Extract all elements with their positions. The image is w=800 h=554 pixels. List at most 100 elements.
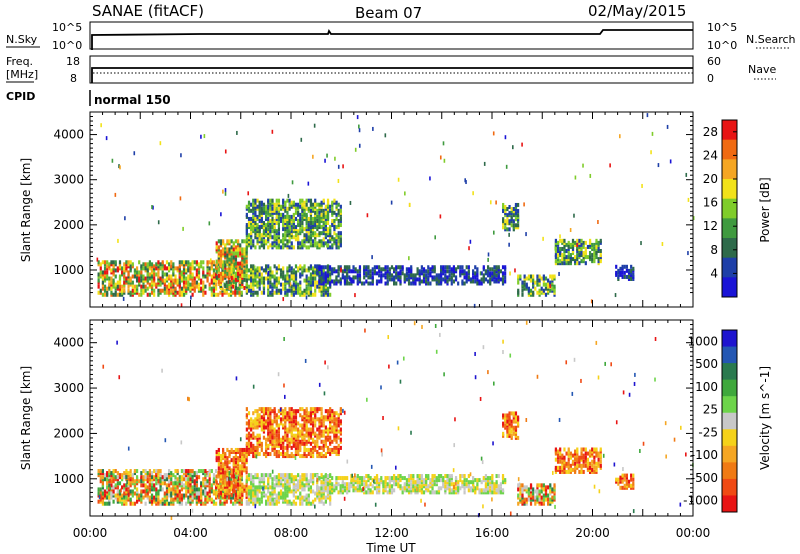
echo-cell: [314, 235, 317, 240]
echo-cell: [260, 491, 263, 496]
echo-cell: [114, 475, 117, 480]
echo-cell: [574, 255, 577, 260]
echo-cell: [326, 479, 330, 484]
scatter-echo: [619, 134, 621, 139]
echo-cell: [239, 452, 242, 457]
echo-cell: [337, 415, 340, 420]
echo-cell: [569, 257, 572, 262]
echo-cell: [360, 476, 364, 481]
scatter-echo: [505, 164, 508, 169]
echo-cell: [314, 237, 317, 242]
echo-cell: [297, 241, 300, 246]
echo-cell: [135, 290, 139, 295]
echo-cell: [397, 275, 400, 280]
echo-cell: [103, 272, 107, 277]
echo-cell: [580, 246, 583, 251]
echo-cell: [286, 473, 289, 478]
echo-cell: [294, 475, 298, 480]
echo-cell: [182, 292, 186, 297]
scatter-echo: [525, 232, 527, 237]
echo-cell: [193, 489, 196, 494]
echo-cell: [288, 419, 291, 424]
echo-cell: [116, 475, 119, 480]
echo-cell: [254, 235, 257, 240]
echo-cell: [320, 292, 323, 297]
echo-cell: [337, 202, 340, 207]
echo-cell: [236, 462, 240, 467]
echo-cell: [297, 447, 300, 452]
echo-cell: [273, 227, 276, 232]
echo-cell: [324, 409, 327, 414]
echo-cell: [504, 275, 507, 280]
echo-cell: [318, 218, 321, 223]
echo-cell: [150, 262, 154, 267]
echo-cell: [290, 288, 293, 293]
echo-cell: [316, 433, 319, 438]
echo-cell: [371, 275, 374, 280]
echo-cell: [363, 476, 366, 481]
echo-cell: [243, 456, 246, 461]
echo-cell: [239, 494, 242, 499]
echo-cell: [222, 447, 225, 452]
echo-cell: [559, 261, 562, 266]
echo-cell: [99, 266, 102, 271]
echo-cell: [356, 486, 359, 491]
echo-cell: [222, 454, 225, 459]
echo-cell: [224, 466, 227, 471]
echo-cell: [279, 282, 283, 287]
echo-cell: [305, 282, 308, 287]
echo-cell: [241, 456, 244, 461]
echo-cell: [123, 491, 126, 496]
echo-cell: [371, 478, 374, 483]
echo-cell: [386, 476, 389, 481]
echo-cell: [101, 477, 105, 482]
echo-cell: [234, 470, 238, 475]
echo-cell: [329, 421, 332, 426]
echo-cell: [230, 482, 233, 487]
echo-cell: [267, 276, 270, 281]
echo-cell: [123, 485, 126, 490]
echo-cell: [234, 454, 238, 459]
echo-cell: [286, 501, 289, 506]
scatter-echo: [100, 123, 102, 128]
echo-cell: [314, 241, 317, 246]
echo-cell: [452, 265, 456, 270]
echo-cell: [234, 239, 238, 244]
echo-cell: [358, 267, 362, 272]
scatter-echo: [190, 295, 192, 300]
echo-cell: [223, 260, 226, 265]
echo-cell: [110, 270, 113, 275]
echo-cell: [256, 270, 259, 275]
echo-cell: [358, 476, 362, 481]
echo-cell: [525, 284, 528, 289]
echo-cell: [174, 278, 177, 283]
echo-cell: [305, 280, 308, 285]
echo-cell: [324, 233, 327, 238]
echo-cell: [267, 198, 270, 203]
echo-cell: [247, 441, 251, 446]
echo-cell: [215, 490, 218, 495]
echo-cell: [159, 499, 162, 504]
echo-cell: [284, 415, 287, 420]
echo-cell: [427, 281, 430, 286]
echo-cell: [542, 278, 545, 283]
echo-cell: [174, 483, 177, 488]
echo-cell: [279, 218, 283, 223]
echo-cell: [403, 482, 406, 487]
echo-cell: [250, 443, 253, 448]
echo-cell: [305, 409, 308, 414]
echo-cell: [197, 272, 201, 277]
scatter-echo: [489, 200, 492, 205]
echo-cell: [114, 477, 117, 482]
colorbar-tick-label: 20: [703, 172, 718, 186]
echo-cell: [303, 497, 306, 502]
echo-cell: [504, 271, 507, 276]
echo-cell: [197, 475, 201, 480]
scatter-echo: [356, 115, 359, 120]
echo-cell: [333, 225, 336, 230]
echo-cell: [103, 501, 107, 506]
echo-cell: [219, 253, 223, 258]
echo-cell: [232, 257, 235, 262]
echo-cell: [118, 475, 122, 480]
echo-cell: [337, 419, 340, 424]
